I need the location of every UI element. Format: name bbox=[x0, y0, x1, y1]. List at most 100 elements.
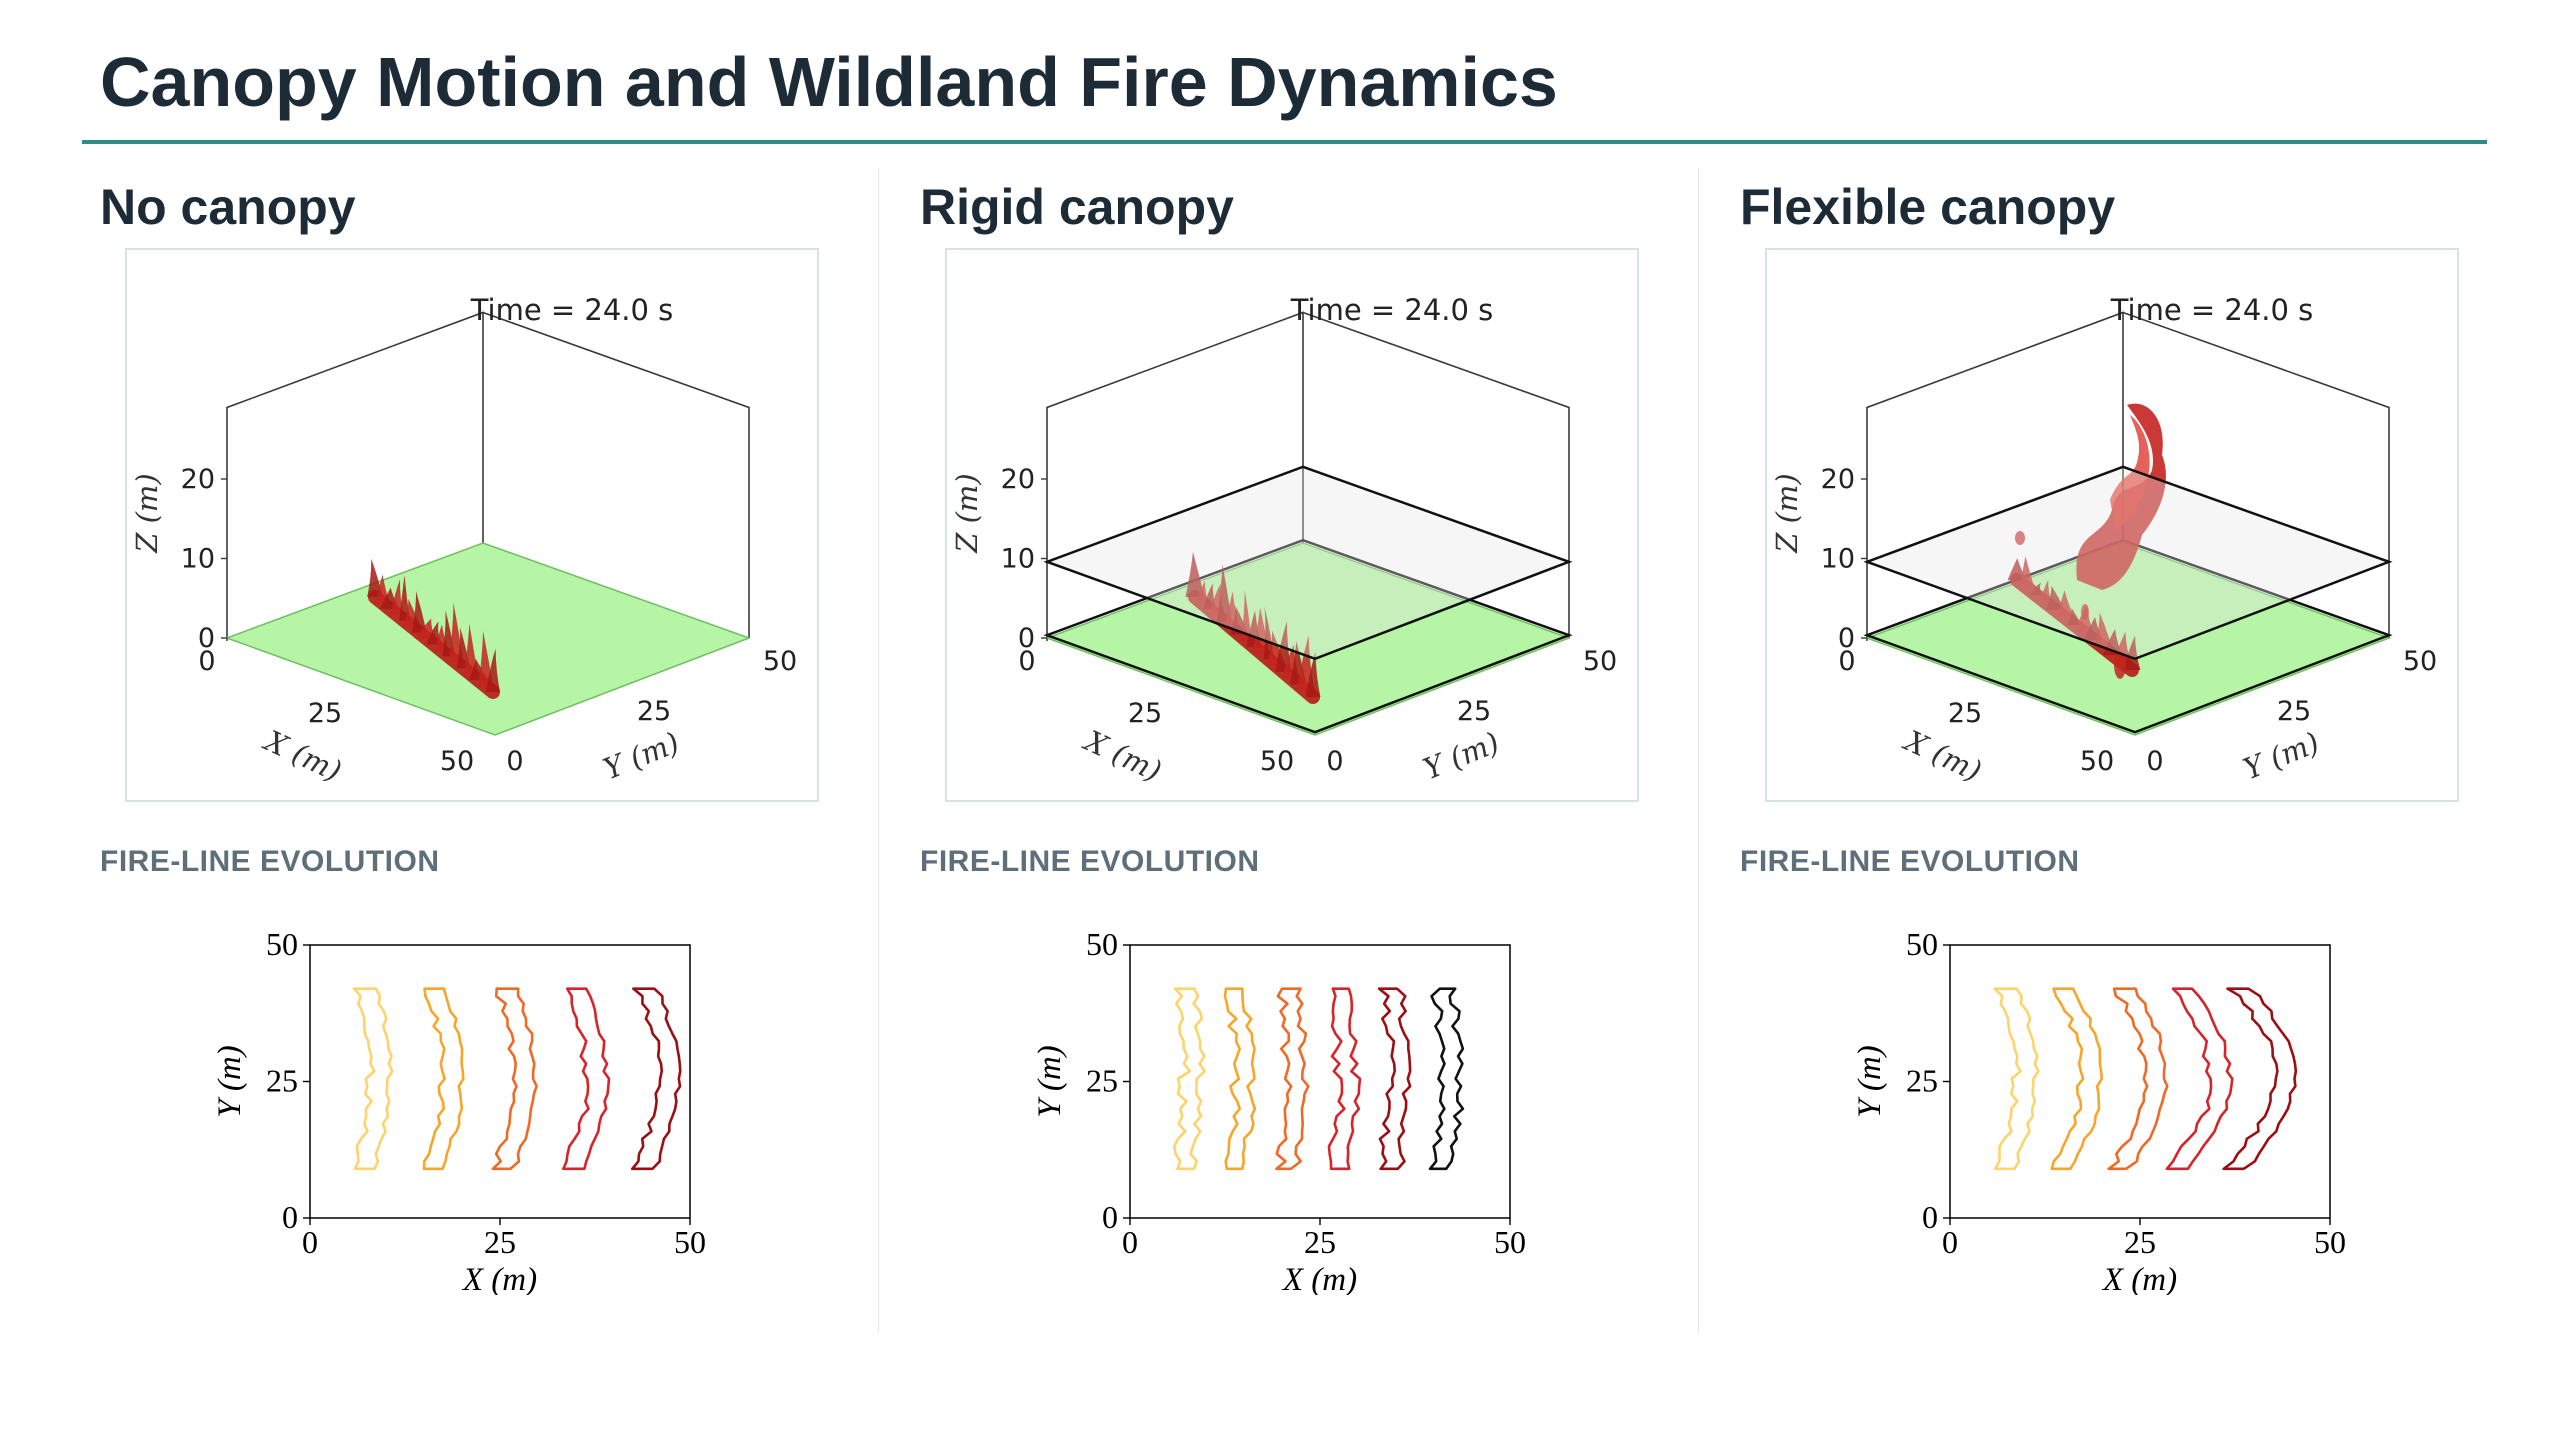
fireline-contour bbox=[352, 987, 394, 1171]
flame bbox=[1216, 563, 1233, 622]
y-tick-label: 50 bbox=[1583, 646, 1617, 677]
x-tick-label: 50 bbox=[440, 746, 474, 777]
x-tick-label: 25 bbox=[2124, 1224, 2156, 1260]
x-tick-label: 25 bbox=[484, 1224, 516, 1260]
panel-no-canopy: No canopy Time = 24.0 s 20 10 0 Z (m) 0 25 50 X … bbox=[100, 160, 920, 1345]
canopy-top-plane bbox=[1863, 465, 2393, 661]
fireline-evolution-plot: 00 25 25 50 50 X (m) Y (m) bbox=[1032, 926, 1526, 1295]
canopy-base-plane bbox=[1043, 538, 1573, 734]
z-tick-label: 10 bbox=[181, 544, 215, 575]
z-tick-label: 10 bbox=[1821, 544, 1855, 575]
plot-area bbox=[1949, 944, 2331, 1219]
flame bbox=[478, 630, 493, 687]
flame bbox=[1305, 652, 1321, 697]
x-tick-label: 25 bbox=[1128, 698, 1162, 729]
x-tick-label: 0 bbox=[1122, 1224, 1138, 1260]
fireline-contour bbox=[1377, 987, 1412, 1171]
flame bbox=[2046, 585, 2065, 610]
fireline-contour bbox=[1428, 987, 1465, 1171]
page-title: Canopy Motion and Wildland Fire Dynamics bbox=[100, 43, 1558, 121]
z-tick-label: 20 bbox=[1001, 464, 1035, 495]
ember bbox=[2081, 604, 2089, 620]
time-label: Time = 24.0 s bbox=[470, 293, 674, 327]
y-tick-label: 25 bbox=[637, 696, 671, 727]
fireline-contour bbox=[2222, 987, 2298, 1171]
box-frame-left-wall bbox=[1866, 311, 2124, 638]
x-tick-label: 50 bbox=[1494, 1224, 1526, 1260]
fireline-contour bbox=[491, 987, 538, 1171]
flame bbox=[2007, 558, 2027, 580]
y-tick-label: 25 bbox=[2277, 696, 2311, 727]
flame-core bbox=[2110, 415, 2150, 532]
flame bbox=[1185, 551, 1205, 597]
fireline-contour bbox=[1275, 987, 1310, 1171]
x-tick-label: 50 bbox=[2080, 746, 2114, 777]
x-tick-label: 0 bbox=[1018, 646, 1035, 677]
fireline-contour bbox=[422, 987, 465, 1171]
y-axis-label: Y (m) bbox=[598, 725, 684, 786]
y-tick-label: 25 bbox=[1457, 696, 1491, 727]
x-axis-label: X (m) bbox=[2101, 1262, 2177, 1295]
fireline-contour bbox=[2165, 987, 2234, 1171]
panel-heading: No canopy bbox=[100, 179, 356, 235]
y-tick-label: 50 bbox=[1906, 926, 1938, 962]
time-label: Time = 24.0 s bbox=[2110, 293, 2314, 327]
title-divider bbox=[82, 140, 2487, 144]
section-subheading: FIRE-LINE EVOLUTION bbox=[1740, 845, 2080, 878]
x-axis-label: X (m) bbox=[461, 1262, 537, 1295]
y-tick-label: 0 bbox=[282, 1199, 298, 1235]
flame bbox=[464, 623, 478, 675]
z-tick-label: 0 bbox=[198, 623, 215, 654]
y-tick-label: 50 bbox=[266, 926, 298, 962]
fireline-evolution-plot: 00 25 25 50 50 X (m) Y (m) bbox=[212, 926, 706, 1295]
y-axis-label: Y (m) bbox=[1852, 1045, 1888, 1117]
x-axis-label: X (m) bbox=[1078, 723, 1167, 788]
flame bbox=[367, 558, 383, 597]
fireline-evolution-plot: 00 25 25 50 50 X (m) Y (m) bbox=[1852, 926, 2346, 1295]
fire-plume bbox=[367, 558, 501, 699]
simulation-3d-figure: Time = 24.0 s 20 10 0 Z (m) 0 25 50 X (m) 0 25 50 Y … bbox=[130, 293, 797, 788]
box-frame-right-wall bbox=[482, 311, 750, 638]
z-axis-label: Z (m) bbox=[950, 473, 984, 554]
flame bbox=[485, 648, 501, 692]
z-tick-label: 0 bbox=[1018, 623, 1035, 654]
box-frame-left-wall bbox=[1046, 311, 1304, 638]
canopy-top-plane bbox=[1043, 465, 1573, 661]
x-axis-label: X (m) bbox=[1281, 1262, 1357, 1295]
column-divider bbox=[1698, 168, 1699, 1333]
flame bbox=[2123, 635, 2141, 670]
ember bbox=[2114, 651, 2126, 679]
canopy-base-plane bbox=[1863, 538, 2393, 734]
box-frame-left-wall bbox=[226, 311, 484, 638]
y-tick-label: 50 bbox=[1086, 926, 1118, 962]
x-axis-label: X (m) bbox=[1898, 723, 1987, 788]
fireline-contour bbox=[2050, 987, 2104, 1171]
x-tick-label: 0 bbox=[1942, 1224, 1958, 1260]
z-tick-label: 10 bbox=[1001, 544, 1035, 575]
flame bbox=[2055, 590, 2074, 618]
y-tick-label: 25 bbox=[1906, 1063, 1938, 1099]
y-tick-label: 0 bbox=[1102, 1199, 1118, 1235]
y-tick-label: 0 bbox=[2146, 746, 2163, 777]
x-tick-label: 0 bbox=[198, 646, 215, 677]
z-tick-label: 20 bbox=[1821, 464, 1855, 495]
panel-heading: Rigid canopy bbox=[920, 179, 1234, 235]
time-label: Time = 24.0 s bbox=[1290, 293, 1494, 327]
x-tick-label: 25 bbox=[308, 698, 342, 729]
plot-area bbox=[309, 944, 691, 1219]
flame bbox=[390, 579, 404, 615]
column-divider bbox=[878, 168, 879, 1333]
y-tick-label: 25 bbox=[266, 1063, 298, 1099]
fireline-contour bbox=[630, 987, 682, 1171]
fireline-contour bbox=[1993, 987, 2040, 1171]
flame bbox=[2018, 555, 2035, 588]
flame bbox=[2067, 607, 2082, 625]
fireline-contour bbox=[1223, 987, 1257, 1171]
simulation-3d-view: Time = 24.0 s 20 10 0 Z (m) 0 25 50 X (m) 0 25 50 Y … bbox=[945, 248, 1639, 802]
x-tick-label: 0 bbox=[302, 1224, 318, 1260]
z-tick-label: 20 bbox=[181, 464, 215, 495]
simulation-3d-figure: Time = 24.0 s 20 10 0 Z (m) 0 25 50 X (m) 0 25 50 Y … bbox=[950, 293, 1617, 788]
z-axis-label: Z (m) bbox=[1770, 473, 1804, 554]
simulation-3d-view: Time = 24.0 s 20 10 0 Z (m) 0 25 50 X (m) 0 25 50 Y … bbox=[1765, 248, 2459, 802]
simulation-3d-figure: Time = 24.0 s 20 10 0 Z (m) 0 25 50 X (m) 0 25 50 Y … bbox=[1770, 293, 2437, 788]
